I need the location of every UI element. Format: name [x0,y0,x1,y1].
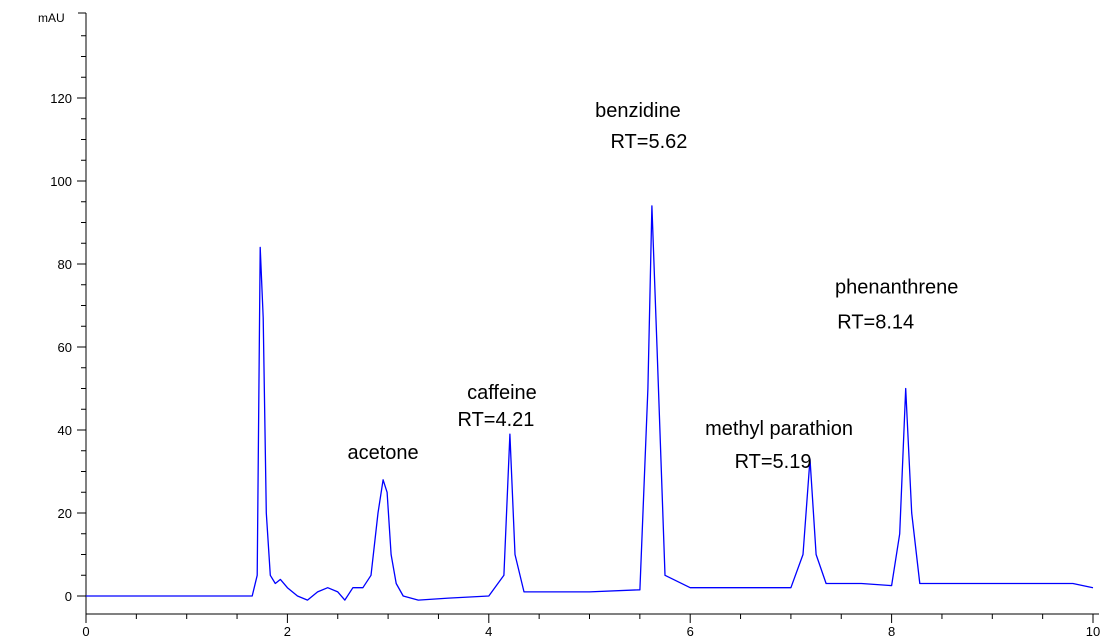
x-tick-label: 0 [82,624,89,639]
peak-annotation: RT=4.21 [457,409,534,431]
peak-annotation: RT=5.62 [610,131,687,153]
y-tick-label: 60 [58,340,72,355]
peak-annotation: RT=8.14 [837,312,914,334]
chromatogram-trace [86,205,1094,601]
series-layer [86,205,1094,601]
peak-annotation: phenanthrene [835,277,958,299]
y-axis-unit-label: mAU [38,11,65,25]
y-tick-label: 20 [58,506,72,521]
y-tick-label: 100 [50,174,72,189]
axis-ticks: 0 20 40 60 80 100 120 0 2 4 6 8 10 [50,35,1100,639]
axes [78,12,1099,615]
x-tick-label: 2 [284,624,291,639]
peak-annotation: benzidine [595,100,681,122]
x-tick-label: 8 [888,624,895,639]
y-tick-label: 40 [58,423,72,438]
peak-annotation: acetone [347,442,418,464]
annotation-layer: acetone caffeine RT=4.21 benzidine RT=5.62 me… [347,100,958,473]
peak-annotation: methyl parathion [705,418,853,440]
y-tick-label: 0 [65,589,72,604]
x-tick-label: 6 [687,624,694,639]
x-tick-label: 4 [485,624,492,639]
y-tick-label: 120 [50,91,72,106]
peak-annotation: RT=5.19 [735,451,812,473]
y-tick-label: 80 [58,257,72,272]
x-tick-label: 10 [1086,624,1100,639]
peak-annotation: caffeine [467,382,537,404]
